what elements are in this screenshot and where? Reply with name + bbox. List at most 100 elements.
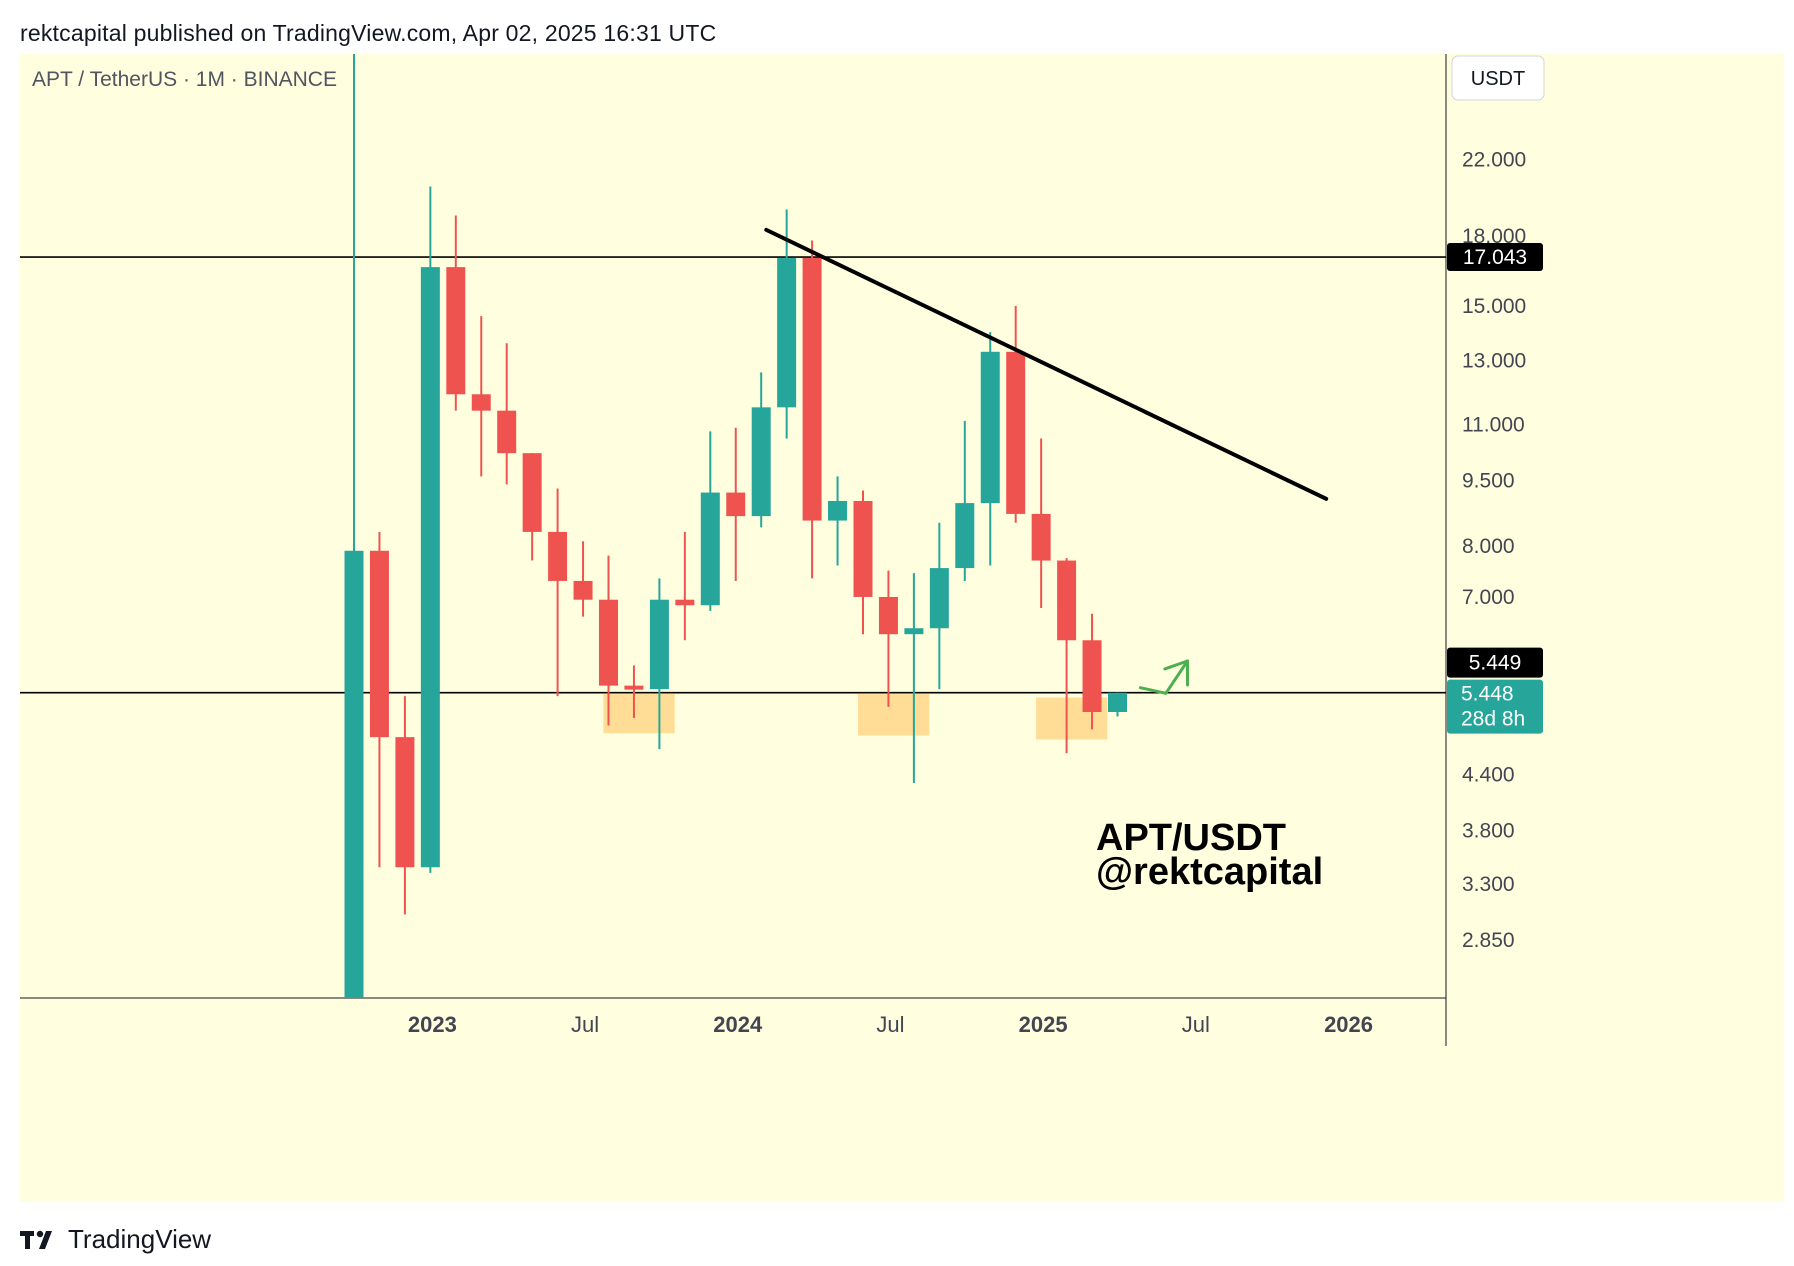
candle-body — [497, 410, 517, 454]
x-tick-label: Jul — [876, 1012, 904, 1037]
projection-arrow-head — [1163, 659, 1190, 687]
candle-body — [878, 596, 898, 635]
candle-2025-04[interactable] — [1108, 692, 1127, 717]
price-badge-support — [1447, 647, 1543, 678]
x-tick-label: 2023 — [408, 1012, 457, 1037]
candle-body — [853, 500, 873, 597]
candle-2024-01[interactable] — [726, 427, 746, 581]
candle-2022-10[interactable] — [344, 54, 364, 998]
y-tick-label: 3.800 — [1462, 819, 1515, 842]
candle-2024-11[interactable] — [980, 332, 1000, 566]
candle-body — [1031, 513, 1051, 561]
y-tick-label: 11.000 — [1462, 413, 1525, 436]
y-tick-label: 4.400 — [1462, 763, 1515, 786]
candle-body — [726, 492, 746, 517]
candle-2024-06[interactable] — [853, 490, 873, 635]
candle-2023-04[interactable] — [497, 343, 517, 485]
footer: TradingView — [20, 1224, 211, 1255]
watermark-author: @rektcapital — [1096, 851, 1323, 893]
candle-2023-03[interactable] — [471, 316, 491, 477]
candle-body — [344, 550, 364, 998]
candle-2023-09[interactable] — [624, 665, 644, 718]
candle-2025-02[interactable] — [1057, 558, 1077, 754]
candle-body — [980, 351, 1000, 504]
candle-body — [369, 550, 389, 738]
support-zone-2 — [857, 693, 930, 736]
current-price-badge — [1447, 679, 1543, 734]
footer-brand: TradingView — [68, 1224, 212, 1254]
y-tick-label: 22.000 — [1462, 149, 1526, 172]
candle-2023-11[interactable] — [675, 531, 695, 641]
candle-body — [1006, 351, 1026, 514]
candle-2024-03[interactable] — [777, 209, 797, 439]
candle-body — [395, 737, 415, 868]
candle-countdown-label: 28d 8h — [1461, 708, 1525, 731]
candle-2024-02[interactable] — [751, 372, 771, 528]
x-tick-label: Jul — [571, 1012, 599, 1037]
candle-2024-10[interactable] — [955, 420, 975, 581]
y-tick-label: 7.000 — [1462, 586, 1515, 609]
tradingview-logo-icon — [20, 1230, 52, 1249]
x-tick-label: 2024 — [713, 1012, 763, 1037]
y-tick-label: 15.000 — [1462, 295, 1526, 318]
y-tick-label: 8.000 — [1462, 535, 1515, 558]
price-badge-support-label: 5.449 — [1469, 652, 1522, 675]
chart-frame: APT / TetherUS · 1M · BINANCE USDT APT/USD… — [20, 54, 1784, 1202]
x-tick-label: 2026 — [1324, 1012, 1373, 1037]
y-tick-label: 18.000 — [1462, 225, 1526, 248]
candle-2024-08[interactable] — [904, 573, 924, 784]
candle-2023-02[interactable] — [446, 215, 466, 411]
price-badge-resistance — [1447, 243, 1543, 272]
candle-2024-12[interactable] — [1006, 305, 1026, 523]
price-badge-resistance-label: 17.043 — [1463, 246, 1527, 269]
watermark-pair: APT/USDT — [1096, 817, 1286, 859]
candle-2023-06[interactable] — [548, 488, 568, 697]
candle-body — [675, 599, 695, 606]
candle-2025-01[interactable] — [1031, 438, 1051, 609]
y-tick-label: 9.500 — [1462, 469, 1515, 492]
current-price-label: 5.448 — [1461, 683, 1514, 706]
candle-2024-09[interactable] — [929, 522, 949, 690]
candle-body — [751, 407, 771, 517]
x-tick-label: 2025 — [1019, 1012, 1068, 1037]
projection-arrow — [1138, 659, 1189, 695]
candle-2023-12[interactable] — [700, 431, 720, 611]
symbol-label: APT / TetherUS · 1M · BINANCE — [32, 68, 337, 91]
candle-body — [700, 492, 720, 606]
candle-body — [904, 628, 924, 635]
candle-2022-12[interactable] — [395, 696, 415, 915]
x-tick-label: Jul — [1182, 1012, 1210, 1037]
candle-body — [548, 531, 568, 581]
candle-body — [471, 394, 491, 411]
candle-body — [802, 258, 822, 521]
candle-2024-05[interactable] — [828, 476, 848, 566]
candle-body — [1057, 560, 1077, 641]
currency-badge[interactable] — [1451, 55, 1545, 101]
candle-2022-11[interactable] — [369, 531, 389, 868]
candle-body — [955, 503, 975, 569]
published-line: rektcapital published on TradingView.com… — [20, 20, 717, 46]
candle-body — [420, 267, 440, 868]
candle-2023-01[interactable] — [420, 186, 440, 873]
candle-body — [649, 599, 669, 690]
candle-2023-05[interactable] — [522, 453, 542, 561]
price-chart[interactable]: APT / TetherUS · 1M · BINANCE USDT APT/USD… — [20, 54, 1784, 1202]
candle-body — [777, 258, 797, 408]
candle-body — [624, 685, 644, 690]
candle-2024-07[interactable] — [878, 570, 898, 707]
candle-2023-08[interactable] — [599, 555, 618, 726]
candle-body — [599, 599, 618, 686]
candle-body — [573, 580, 593, 600]
candle-2025-03[interactable] — [1082, 613, 1102, 730]
candle-2024-04[interactable] — [802, 240, 822, 579]
y-tick-label: 2.850 — [1462, 929, 1515, 952]
candle-2023-10[interactable] — [649, 578, 669, 750]
support-zone-1 — [603, 693, 675, 734]
candle-body — [522, 453, 542, 532]
candle-body — [1108, 692, 1127, 712]
candle-2023-07[interactable] — [573, 541, 593, 617]
candle-body — [446, 267, 466, 395]
descending-trendline — [764, 227, 1329, 501]
candle-body — [929, 568, 949, 629]
candle-body — [828, 500, 848, 521]
